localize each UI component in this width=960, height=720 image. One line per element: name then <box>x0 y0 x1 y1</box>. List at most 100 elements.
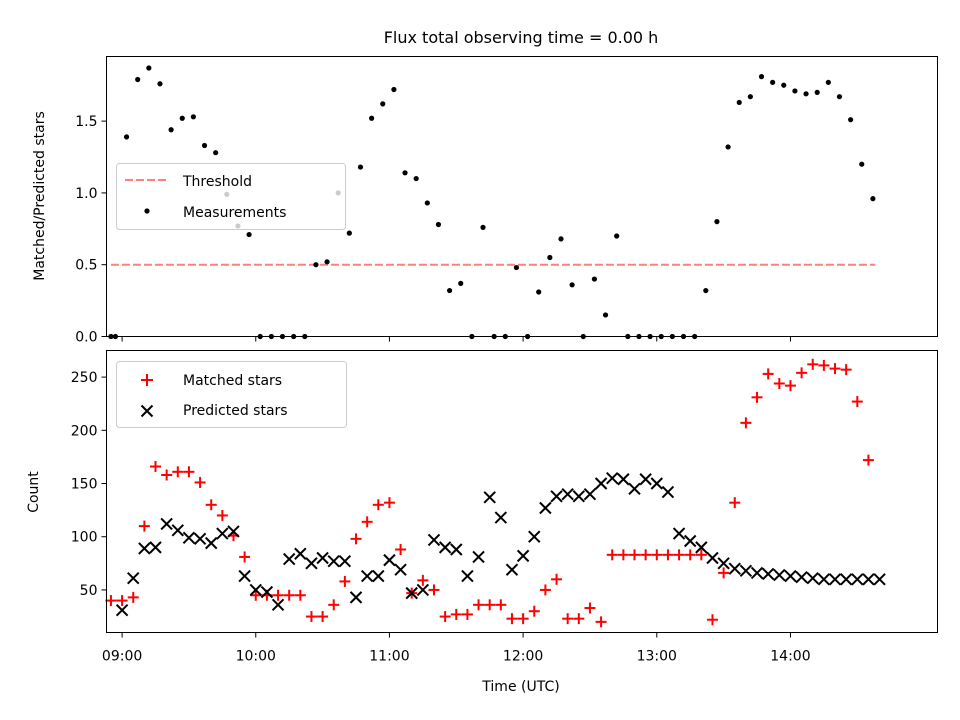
matched-star-point <box>640 549 652 561</box>
chart-title: Flux total observing time = 0.00 h <box>384 28 659 47</box>
matched-star-point <box>250 589 262 601</box>
matched-star-point <box>573 613 585 625</box>
predicted-star-point <box>282 552 296 566</box>
predicted-star-point <box>249 583 262 597</box>
measurement-point <box>859 161 865 167</box>
predicted-star-point <box>505 563 519 576</box>
measurement-point <box>536 289 542 295</box>
matched-star-point <box>584 602 596 614</box>
x-axis-label: Time (UTC) <box>481 679 559 695</box>
x-tick-label: 13:00 <box>637 649 677 665</box>
matched-star-point <box>350 533 362 545</box>
matched-star-point <box>773 377 785 389</box>
matched-star-point <box>673 549 685 561</box>
measurements-legend-label: Measurements <box>183 205 286 221</box>
matched-legend-marker <box>141 374 153 386</box>
matched-star-point <box>138 520 150 532</box>
measurement-point <box>836 94 843 100</box>
matched-star-point <box>150 460 162 472</box>
measurement-point <box>123 134 130 140</box>
predicted-star-point <box>383 553 396 567</box>
matched-star-point <box>495 599 507 611</box>
predicted-star-point <box>461 569 474 583</box>
top-y-ticks: 0.0 0.5 1.0 1.5 <box>75 114 107 346</box>
predicted-star-point <box>528 530 541 543</box>
predicted-star-point <box>438 541 452 554</box>
measurement-point <box>758 74 765 80</box>
predicted-star-point <box>617 473 630 486</box>
matched-star-point <box>417 574 429 586</box>
predicted-star-point <box>260 585 274 599</box>
threshold-legend-label: Threshold <box>182 174 252 190</box>
predicted-star-point <box>227 525 240 538</box>
matched-star-point <box>695 549 707 561</box>
measurement-point <box>602 312 609 318</box>
matched-star-point <box>461 608 473 620</box>
bottom-panel: 50 100 150 200 250 09:00 10:00 11:00 12:00 13:00… <box>26 350 938 695</box>
measurement-point <box>458 280 464 286</box>
predicted-star-point <box>238 569 251 583</box>
predicted-star-point <box>806 572 819 585</box>
measurement-point <box>357 164 364 170</box>
measurement-point <box>190 114 196 120</box>
measurement-point <box>446 287 453 294</box>
y-tick-label: 50 <box>80 583 98 599</box>
matched-star-point <box>305 611 317 623</box>
matched-star-point <box>161 469 173 481</box>
predicted-star-point <box>516 549 530 563</box>
measurement-point <box>703 287 709 294</box>
matched-star-point <box>395 543 407 555</box>
bottom-ylabel: Count <box>26 471 42 513</box>
measurement-point <box>736 99 742 106</box>
x-tick-label: 12:00 <box>503 649 543 665</box>
matched-star-point <box>283 589 295 601</box>
top-ylabel: Matched/Predicted stars <box>32 111 48 281</box>
predicted-star-point <box>750 566 764 580</box>
measurement-point <box>714 219 720 225</box>
measurement-point <box>413 175 419 182</box>
predicted-star-point <box>828 573 842 586</box>
matched-star-point <box>439 611 451 623</box>
matched-stars-layer <box>105 358 874 628</box>
matched-star-point <box>372 499 384 511</box>
predicted-star-point <box>216 527 229 540</box>
measurement-point <box>725 144 731 150</box>
predicted-star-point <box>205 536 218 550</box>
predicted-star-point <box>572 490 586 503</box>
matched-star-point <box>862 454 874 466</box>
measurement-point <box>480 224 486 230</box>
measurement-point <box>157 81 163 87</box>
predicted-star-point <box>427 533 441 547</box>
predicted-star-point <box>650 477 663 490</box>
predicted-stars-layer <box>115 471 886 617</box>
bottom-legend: Matched stars Predicted stars <box>116 361 347 428</box>
bottom-legend-box <box>116 361 347 428</box>
predicted-star-point <box>661 485 675 499</box>
predicted-star-point <box>171 524 184 537</box>
matched-star-point <box>116 595 128 607</box>
top-x-ticks <box>121 336 791 342</box>
predicted-star-point <box>472 550 485 564</box>
measurement-point <box>569 282 575 288</box>
predicted-star-point <box>583 487 597 501</box>
predicted-star-point <box>773 568 786 582</box>
top-panel: 0.0 0.5 1.0 1.5 Matched/Predicted stars Thr… <box>32 56 938 346</box>
measurements-legend-marker <box>144 208 150 214</box>
y-tick-label: 150 <box>71 477 98 493</box>
y-tick-label: 100 <box>71 530 98 546</box>
matched-star-point <box>562 613 574 625</box>
y-tick-label: 250 <box>71 370 98 386</box>
measurement-point <box>814 89 820 95</box>
x-tick-label: 10:00 <box>236 649 276 665</box>
measurement-point <box>402 170 408 176</box>
predicted-star-point <box>717 557 730 570</box>
predicted-star-point <box>338 554 352 568</box>
bottom-y-ticks: 50 100 150 200 250 <box>71 370 107 599</box>
predicted-star-point <box>784 569 797 583</box>
predicted-star-point <box>795 570 808 584</box>
matched-star-point <box>718 567 730 579</box>
matched-star-point <box>606 549 618 561</box>
matched-star-point <box>328 599 340 611</box>
predicted-star-point <box>138 542 151 555</box>
